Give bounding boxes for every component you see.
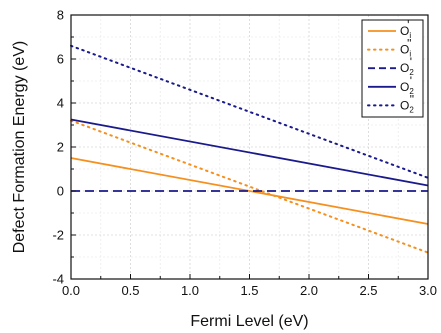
legend-label-3: O2'	[400, 74, 414, 96]
series-line-1	[70, 119, 429, 254]
x-tick-label: 2.0	[300, 283, 318, 298]
legend-label-0: Oi'	[400, 18, 411, 40]
ticks: 0.0 0.5 1.0 1.5 2.0 2.5 3.0 -4 -2 0 2 4 6 8	[52, 8, 437, 299]
y-tick-label: 8	[57, 8, 64, 23]
x-tick-label: 0.0	[62, 283, 80, 298]
x-tick-label: 1.0	[181, 283, 199, 298]
legend: Oi'Oi"O2'O2'O2"	[361, 18, 424, 118]
y-tick-label: 2	[57, 140, 64, 155]
legend-label-2: O2'	[400, 55, 414, 77]
x-tick-label: 3.0	[419, 283, 437, 298]
series-lines	[70, 44, 429, 254]
x-tick-label: 2.5	[359, 283, 377, 298]
legend-label-1: Oi"	[400, 37, 411, 59]
x-axis-title: Fermi Level (eV)	[190, 313, 308, 330]
y-tick-label: 4	[57, 96, 64, 111]
x-tick-label: 0.5	[121, 283, 139, 298]
x-tick-label: 1.5	[240, 283, 258, 298]
y-tick-label: 0	[57, 184, 64, 199]
y-tick-label: -2	[52, 228, 64, 243]
series-line-0	[70, 157, 429, 225]
y-axis-title: Defect Formation Energy (eV)	[11, 41, 28, 254]
y-tick-label: -4	[52, 272, 64, 287]
series-line-4	[70, 44, 429, 179]
series-line-3	[70, 118, 429, 187]
y-tick-label: 6	[57, 52, 64, 67]
legend-label-4: O2"	[400, 92, 414, 114]
